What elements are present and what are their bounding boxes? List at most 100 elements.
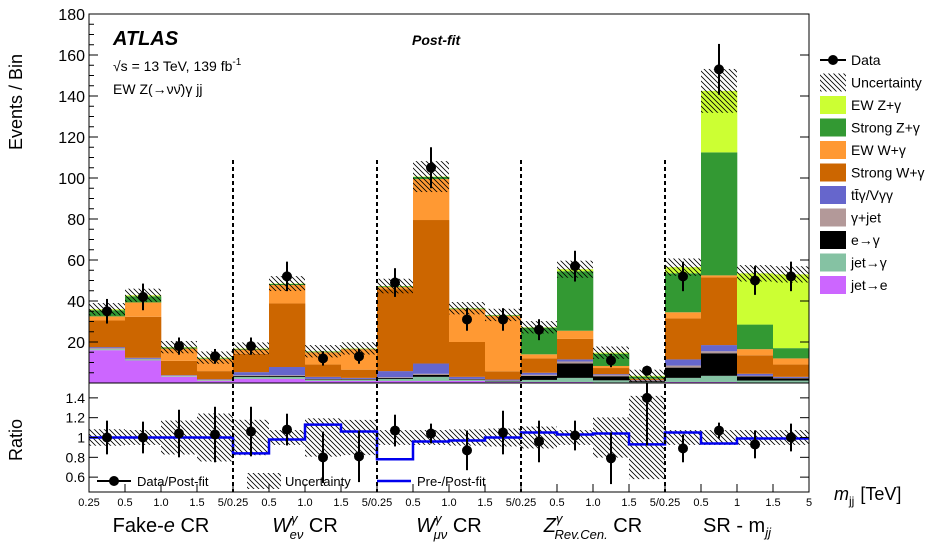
bar-gjet [89,348,125,349]
legend-swatch-e-to-g [820,231,846,249]
bar-jet-to-g [701,376,737,382]
ratio-y-tick-label: 1 [77,430,85,446]
bar-e-to-g [341,379,377,380]
bar-ttg [593,374,629,375]
bar-jet-to-g [197,380,233,381]
bar-gjet [233,375,269,376]
bar-gjet [557,361,593,363]
data-point [750,276,760,286]
bar-e-to-g [305,379,341,380]
data-point [282,271,292,281]
bar-strong-w [557,339,593,360]
bar-ew-w [665,312,701,318]
ratio-y-tick-label: 1.2 [66,410,86,426]
bar-ttg [161,375,197,376]
x-tick-label: 0.5 [117,497,132,509]
bar-ttg [737,374,773,376]
bar-e-to-g [737,376,773,380]
ratio-point [534,436,544,446]
bar-strong-w [341,370,377,378]
legend-label: EW Z+γ [851,97,901,113]
x-tick-label: 5/0.25 [362,497,393,509]
legend-label: γ+jet [851,210,881,226]
legend-uncertainty-swatch [820,74,846,92]
ratio-point [174,429,184,439]
bar-ttg [89,347,125,348]
bar-e-to-g [521,376,557,380]
ratio-legend-label: Pre-/Post-fit [417,474,486,489]
bar-strong-w [305,365,341,377]
data-point [570,261,580,271]
ratio-point [390,426,400,436]
legend-label: Data [851,52,881,68]
ratio-point [246,427,256,437]
bar-ew-w [701,275,737,277]
bar-ttg [233,372,269,375]
x-tick-label: 1.5 [189,497,204,509]
x-tick-label: 0.5 [693,497,708,509]
bar-e-to-g [593,376,629,380]
ratio-point [210,430,220,440]
bar-jet-to-e [269,379,305,383]
ratio-point [354,451,364,461]
bar-ttg [413,364,449,374]
legend-label: jet→e [850,277,888,293]
ratio-point [282,425,292,435]
ratio-point [426,429,436,439]
bar-e-to-g [557,364,593,378]
bar-strong-w [593,368,629,374]
data-point [138,292,148,302]
bar-gjet [413,374,449,375]
bar-gjet [377,377,413,378]
bar-gjet [701,351,737,353]
bar-ttg [485,380,521,381]
bar-jet-to-g [665,378,701,382]
y-tick-label: 60 [67,253,85,270]
bar-jet-to-g [305,380,341,381]
ratio-point [750,439,760,449]
bar-ew-w [737,349,773,355]
bar-e-to-g [449,379,485,380]
ratio-legend-label: Data/Post-fit [137,474,209,489]
legend-label: jet→γ [850,255,887,271]
y-tick-label: 100 [58,171,85,188]
x-tick-label: 0.5 [549,497,564,509]
ratio-y-axis-title: Ratio [6,419,26,461]
bar-ttg [341,378,377,379]
bar-gjet [521,375,557,376]
bar-ttg [701,345,737,351]
bar-strong-w [377,289,413,371]
bar-jet-to-g [485,381,521,382]
region-label: Fake-e CR [113,515,210,537]
bar-jet-to-e [233,379,269,383]
bar-jet-to-e [125,360,161,383]
bar-strong-w [665,318,701,359]
ratio-y-tick-label: 0.6 [66,469,86,485]
bar-jet-to-g [341,380,377,381]
ratio-point [786,433,796,443]
x-tick-label: 5/0.25 [218,497,249,509]
ratio-y-tick-label: 1.4 [66,390,86,406]
bar-gjet [593,375,629,376]
x-tick-label: 1.5 [765,497,780,509]
x-tick-label: 1.0 [297,497,312,509]
bar-strong-w [737,355,773,373]
legend-label: Strong Z+γ [851,120,920,136]
x-tick-label: 0.5 [261,497,276,509]
x-axis-title: mjj[TeV] [834,484,901,508]
channel-label: EW Z(→νν̄)γ jj [113,81,202,97]
legend-swatch-jet-to-e [820,276,846,294]
legend-swatch-strong-z [820,119,846,137]
bar-strong-z [701,152,737,275]
data-point [318,353,328,363]
bar-jet-to-g [161,376,197,377]
bar-jet-to-g [737,381,773,383]
bar-jet-to-g [593,380,629,382]
bar-ew-w [557,331,593,339]
legend-label: e→γ [851,232,880,248]
bar-jet-to-g [449,380,485,381]
bar-jet-to-g [557,378,593,382]
